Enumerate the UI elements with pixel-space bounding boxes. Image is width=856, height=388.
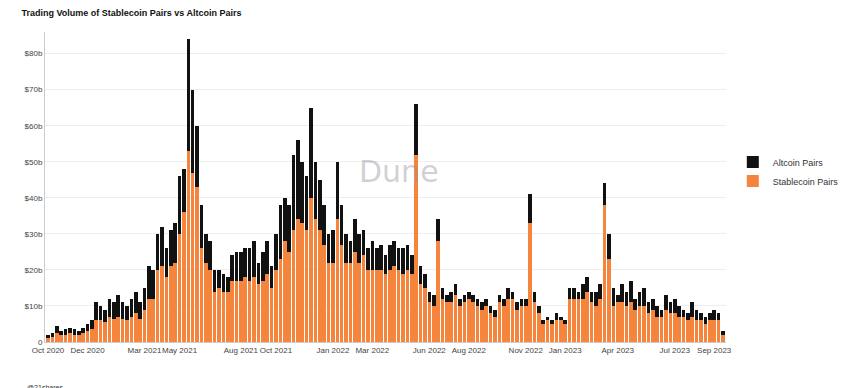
svg-text:Oct 2021: Oct 2021 [260,346,293,355]
svg-text:$70b: $70b [25,85,43,94]
svg-text:Trading Volume of Stablecoin P: Trading Volume of Stablecoin Pairs vs Al… [21,8,241,18]
svg-text:Oct 2020: Oct 2020 [32,346,65,355]
svg-text:May 2021: May 2021 [162,346,198,355]
svg-text:$10b: $10b [25,302,43,311]
svg-text:Altcoin Pairs: Altcoin Pairs [773,158,824,168]
svg-text:Sep 2023: Sep 2023 [697,346,732,355]
svg-text:Stablecoin Pairs: Stablecoin Pairs [773,177,839,187]
svg-text:Jul 2023: Jul 2023 [660,346,691,355]
svg-text:$50b: $50b [25,158,43,167]
svg-text:@21shares: @21shares [27,384,63,388]
svg-text:Aug 2021: Aug 2021 [224,346,259,355]
svg-text:Jan 2022: Jan 2022 [316,346,349,355]
svg-text:$60b: $60b [25,122,43,131]
svg-text:$40b: $40b [25,194,43,203]
svg-text:0: 0 [38,338,43,347]
svg-text:Dec 2020: Dec 2020 [70,346,105,355]
svg-text:Dune: Dune [359,154,439,189]
svg-text:Jun 2022: Jun 2022 [413,346,446,355]
svg-text:$20b: $20b [25,266,43,275]
svg-text:Aug 2022: Aug 2022 [452,346,487,355]
svg-text:$30b: $30b [25,230,43,239]
svg-text:Mar 2021: Mar 2021 [128,346,162,355]
svg-text:Jan 2023: Jan 2023 [549,346,582,355]
svg-text:$80b: $80b [25,49,43,58]
svg-text:Apr 2023: Apr 2023 [602,346,635,355]
svg-text:Mar 2022: Mar 2022 [355,346,389,355]
svg-text:Nov 2022: Nov 2022 [509,346,544,355]
